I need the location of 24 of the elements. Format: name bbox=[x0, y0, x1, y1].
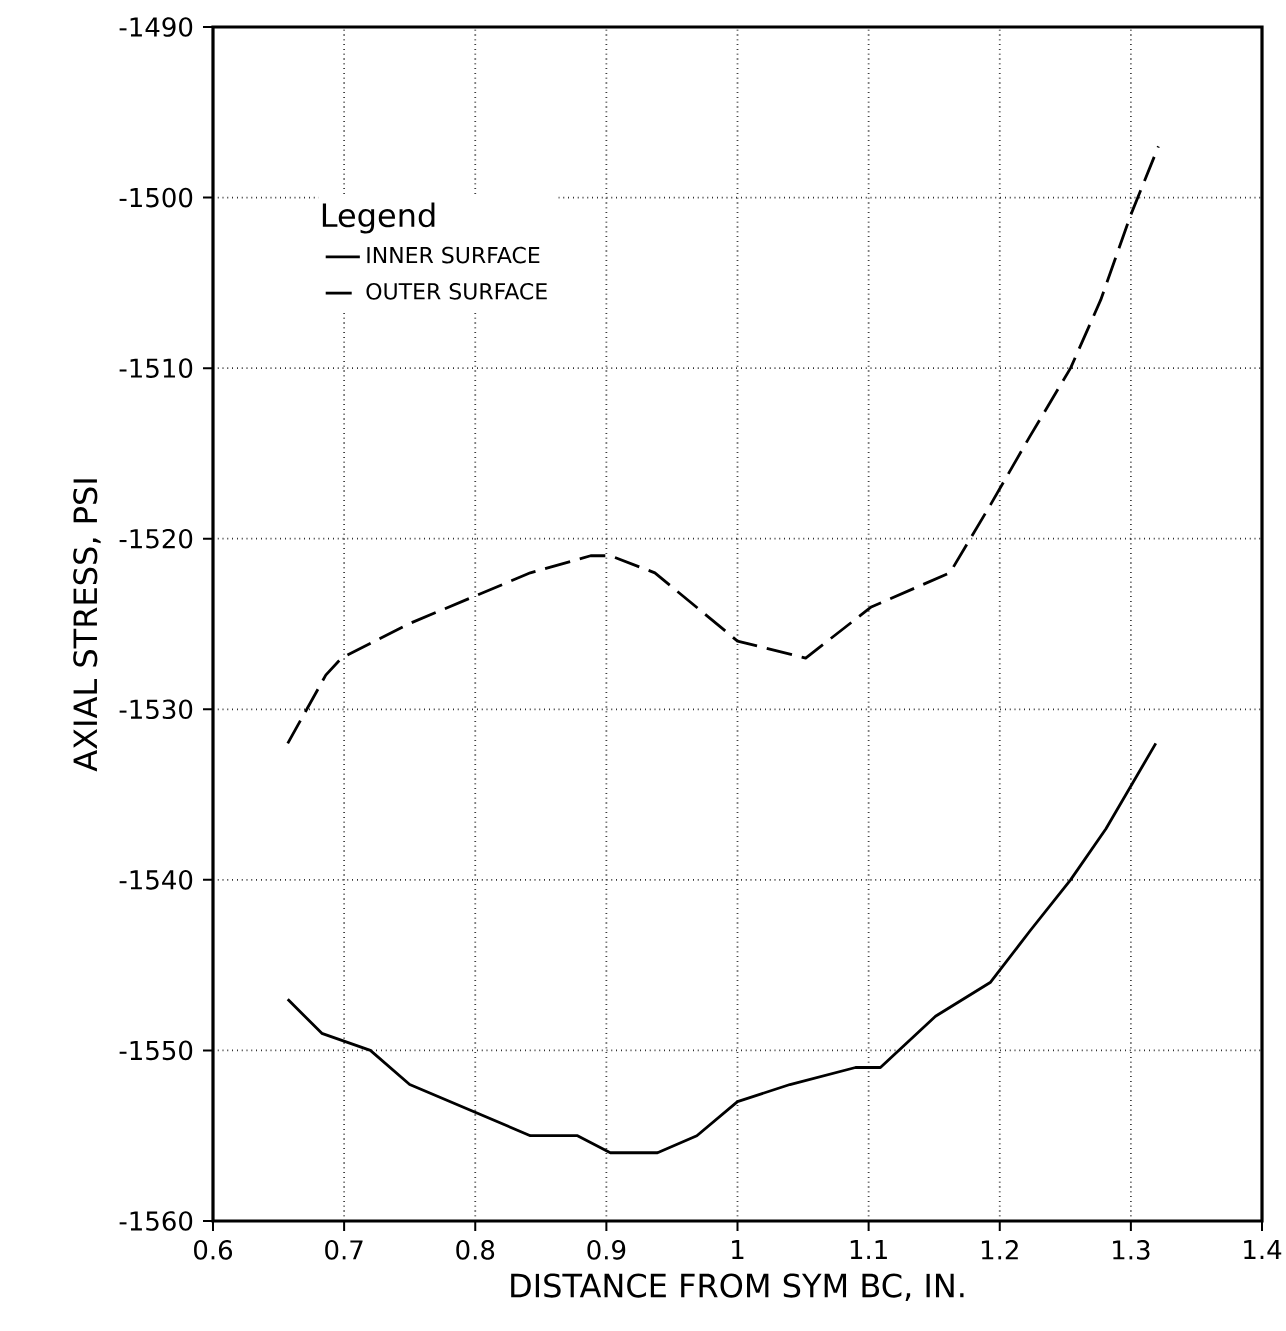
y-tick-label: -1560 bbox=[119, 1211, 193, 1231]
x-tick-label: 1.4 bbox=[1244, 1240, 1282, 1260]
y-axis-title: AXIAL STRESS, PSI bbox=[73, 479, 101, 772]
x-tick-label: 1.3 bbox=[1113, 1240, 1150, 1260]
line-series bbox=[286, 145, 1160, 745]
y-tick-label: -1550 bbox=[119, 1040, 193, 1061]
legend-title: Legend bbox=[322, 202, 435, 234]
x-tick-label: 0.7 bbox=[325, 1240, 363, 1260]
y-tick-label: -1500 bbox=[119, 187, 193, 208]
y-tick-label: -1520 bbox=[119, 528, 193, 549]
y-tick-label: -1530 bbox=[119, 699, 193, 720]
x-tick-label: 1 bbox=[732, 1240, 744, 1260]
line-series bbox=[286, 742, 1158, 1155]
legend-label: OUTER SURFACE bbox=[366, 283, 547, 300]
x-tick-label: 0.8 bbox=[456, 1240, 495, 1260]
x-tick-label: 1.1 bbox=[850, 1240, 887, 1260]
legend-label: INNER SURFACE bbox=[367, 246, 540, 264]
x-tick-label: 0.9 bbox=[587, 1240, 626, 1260]
y-tick-label: -1490 bbox=[119, 17, 193, 37]
x-axis-title: DISTANCE FROM SYM BC, IN. bbox=[511, 1273, 964, 1301]
y-tick-label: -1540 bbox=[119, 870, 193, 890]
y-tick-label: -1510 bbox=[119, 358, 193, 378]
x-tick-label: 0.6 bbox=[194, 1240, 233, 1260]
x-tick-label: 1.2 bbox=[981, 1240, 1018, 1260]
